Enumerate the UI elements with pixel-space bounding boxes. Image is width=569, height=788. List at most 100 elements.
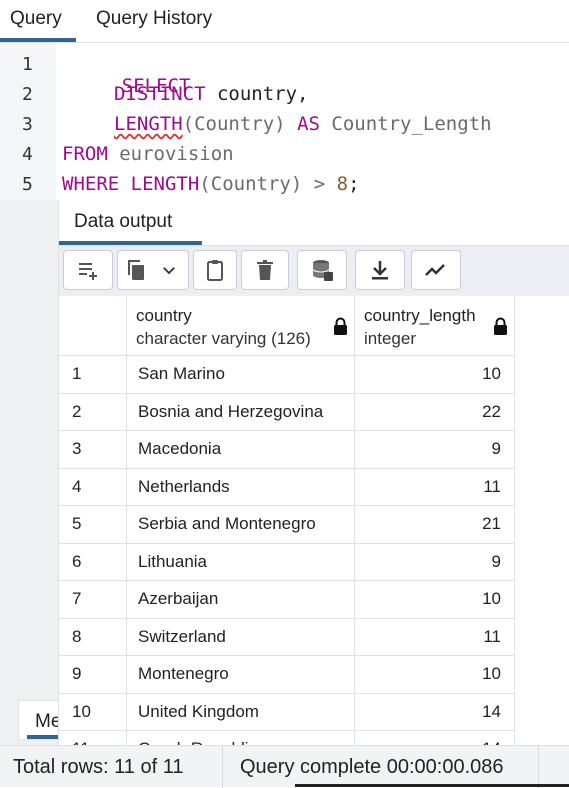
cell-country-length[interactable]: 22 xyxy=(355,393,515,430)
delete-button[interactable] xyxy=(241,250,289,290)
code-text: eurovision xyxy=(107,143,234,165)
download-button[interactable] xyxy=(355,250,405,290)
column-type: integer xyxy=(364,329,416,348)
status-divider xyxy=(222,746,223,788)
column-name: country xyxy=(136,306,192,325)
keyword-where: WHERE xyxy=(62,173,120,195)
cell-country-length[interactable]: 21 xyxy=(355,506,515,543)
cell-country-length[interactable]: 14 xyxy=(355,731,515,745)
line-number: 4 xyxy=(22,144,33,165)
row-number-header xyxy=(59,296,127,356)
code-semicolon: ; xyxy=(348,173,360,195)
download-icon xyxy=(372,261,388,280)
paste-button[interactable] xyxy=(193,250,237,290)
line-number: 2 xyxy=(22,84,33,105)
keyword-from: FROM xyxy=(62,143,108,165)
column-type: character varying (126) xyxy=(136,329,311,348)
cell-country[interactable]: Netherlands xyxy=(127,468,355,505)
cell-country[interactable]: Montenegro xyxy=(127,656,355,693)
paren-open: ( xyxy=(199,173,211,195)
add-row-button[interactable] xyxy=(63,250,113,290)
table-row[interactable]: 8 Switzerland 11 xyxy=(59,618,515,656)
code-line-1: SELECT xyxy=(76,53,191,119)
trash-icon xyxy=(257,260,273,280)
column-header-country[interactable]: country character varying (126) xyxy=(127,296,355,356)
total-rows-text: Total rows: 11 of 11 xyxy=(13,756,184,778)
row-number: 8 xyxy=(59,618,127,655)
cell-country-length[interactable]: 11 xyxy=(355,468,515,505)
cell-country-length[interactable]: 10 xyxy=(355,656,515,693)
cell-country[interactable]: Czech Republic xyxy=(127,731,355,745)
tab-query-history[interactable]: Query History xyxy=(96,8,213,29)
cell-country-length[interactable]: 9 xyxy=(355,543,515,580)
cell-country[interactable]: Azerbaijan xyxy=(127,581,355,618)
graph-visualiser-button[interactable] xyxy=(411,250,461,290)
copy-button[interactable] xyxy=(117,250,189,290)
cell-country[interactable]: United Kingdom xyxy=(127,693,355,730)
copy-icon xyxy=(128,260,144,280)
table-row[interactable]: 1 San Marino 10 xyxy=(59,356,515,394)
status-bottom-border xyxy=(295,784,569,787)
lock-icon xyxy=(494,317,507,335)
code-arg: Country xyxy=(194,113,275,135)
code-line-2: DISTINCT country, xyxy=(114,83,308,105)
table-row[interactable]: 10 United Kingdom 14 xyxy=(59,693,515,731)
clipboard-icon xyxy=(207,260,223,281)
row-number: 1 xyxy=(59,356,127,393)
status-bar: Total rows: 11 of 11 Query complete 00:0… xyxy=(0,745,569,788)
table-row[interactable]: 7 Azerbaijan 10 xyxy=(59,581,515,619)
table-row[interactable]: 11 Czech Republic 14 xyxy=(59,731,515,745)
table-row[interactable]: 9 Montenegro 10 xyxy=(59,656,515,694)
cell-country[interactable]: Lithuania xyxy=(127,543,355,580)
column-header-country-length[interactable]: country_length integer xyxy=(355,296,515,356)
table-row[interactable]: 3 Macedonia 9 xyxy=(59,431,515,469)
line-number-gutter: 1 2 3 4 5 xyxy=(0,44,56,200)
sql-editor[interactable]: 1 2 3 4 5 SELECT DISTINCT country, LENGT… xyxy=(0,44,569,200)
cell-country-length[interactable]: 11 xyxy=(355,618,515,655)
table-row[interactable]: 2 Bosnia and Herzegovina 22 xyxy=(59,393,515,431)
paren-close: ) xyxy=(290,173,303,195)
row-number: 4 xyxy=(59,468,127,505)
cell-country[interactable]: Switzerland xyxy=(127,618,355,655)
line-number: 5 xyxy=(22,174,33,195)
cell-country-length[interactable]: 10 xyxy=(355,581,515,618)
column-name: country_length xyxy=(364,306,476,325)
results-tabbar: Data output xyxy=(59,200,569,246)
tab-data-output[interactable]: Data output xyxy=(74,211,173,232)
cell-country-length[interactable]: 14 xyxy=(355,693,515,730)
tab-query[interactable]: Query xyxy=(0,8,76,42)
cell-country-length[interactable]: 10 xyxy=(355,356,515,393)
line-number: 3 xyxy=(22,114,33,135)
cell-country[interactable]: Bosnia and Herzegovina xyxy=(127,393,355,430)
code-text: country, xyxy=(205,83,309,105)
tab-messages-label: Messages xyxy=(35,711,58,732)
function-length: LENGTH xyxy=(130,173,200,195)
row-number: 10 xyxy=(59,693,127,730)
paren-close: ) xyxy=(274,113,286,135)
table-row[interactable]: 6 Lithuania 9 xyxy=(59,543,515,581)
lock-icon xyxy=(334,317,347,335)
code-number: 8 xyxy=(336,173,349,195)
keyword-distinct: DISTINCT xyxy=(114,83,206,105)
table-row[interactable]: 5 Serbia and Montenegro 21 xyxy=(59,506,515,544)
top-tabbar: Query Query History xyxy=(0,0,569,43)
lower-left-backdrop xyxy=(0,200,58,745)
save-data-button[interactable] xyxy=(297,250,347,290)
cell-country[interactable]: Macedonia xyxy=(127,431,355,468)
code-operator: > xyxy=(302,173,337,195)
line-chart-icon xyxy=(425,264,445,276)
row-number: 5 xyxy=(59,506,127,543)
cell-country-length[interactable]: 9 xyxy=(355,431,515,468)
code-line-4: FROM eurovision xyxy=(62,143,234,165)
tab-messages[interactable]: Messages xyxy=(18,700,58,740)
status-divider xyxy=(538,746,539,788)
cell-country[interactable]: San Marino xyxy=(127,356,355,393)
paren-open: ( xyxy=(182,113,195,135)
results-toolbar xyxy=(59,246,569,296)
table-row[interactable]: 4 Netherlands 11 xyxy=(59,468,515,506)
code-arg: Country xyxy=(210,173,291,195)
line-number: 1 xyxy=(22,54,33,75)
row-number: 11 xyxy=(59,731,127,745)
chevron-down-icon[interactable] xyxy=(160,258,178,282)
cell-country[interactable]: Serbia and Montenegro xyxy=(127,506,355,543)
